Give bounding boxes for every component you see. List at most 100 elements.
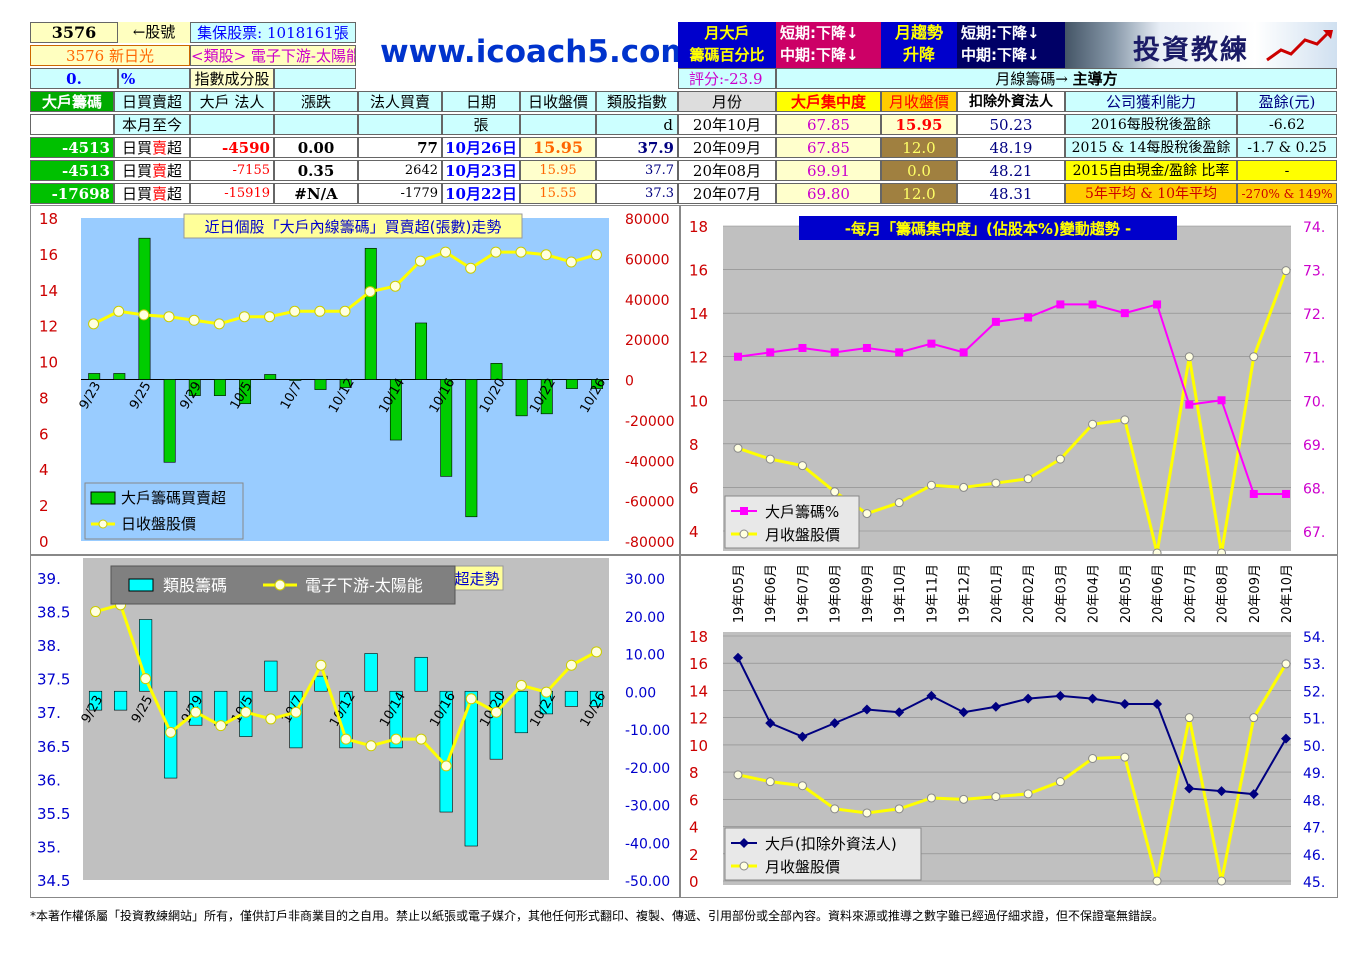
row-close: 15.95 <box>520 160 596 181</box>
y-right-tick: -30.00 <box>625 799 670 815</box>
bar <box>414 656 428 692</box>
row-label-part: 賣 <box>151 185 167 203</box>
logo: 投資教練 <box>1065 22 1337 68</box>
price-point <box>797 781 807 791</box>
chart-exforeign: 19年05月 19年06月 19年07月 19年08月 19年09月 19年10月 19年1… <box>689 564 1325 891</box>
legend-marker <box>98 519 108 529</box>
big-ex-point <box>1119 699 1130 710</box>
x-tick: 20年06月 <box>1151 564 1166 623</box>
price-trend-box: 短期:下降↓ 中期:下降↓ <box>957 22 1065 68</box>
monthly-chip-row: 月線籌碼→ 主導方 <box>776 68 1337 89</box>
index-point <box>390 733 402 745</box>
price-point <box>515 246 527 258</box>
y-left-tick: 37. <box>37 704 61 722</box>
index-point <box>290 706 302 718</box>
price-line <box>737 663 1288 882</box>
x-tick: 20年07月 <box>1183 564 1198 623</box>
y-left-tick: 37.5 <box>37 671 70 689</box>
price-point <box>590 249 602 261</box>
index-point <box>165 726 177 738</box>
y-right-tick: 52. <box>1303 684 1325 700</box>
x-tick: 20年09月 <box>1248 564 1263 623</box>
copyright-footer: *本著作權係屬「投資教練網站」所有，僅供訂戶非商業目的之自用。禁止以紙張或電子媒… <box>30 909 1165 923</box>
profit-val: -6.62 <box>1237 114 1337 135</box>
mrow-month: 20年10月 <box>678 114 776 135</box>
price-point <box>1217 548 1227 558</box>
mrow-price: 12.0 <box>881 183 957 204</box>
y-right-tick: -60000 <box>625 495 675 511</box>
price-point <box>213 318 225 330</box>
bar <box>138 237 151 380</box>
sub-d: d <box>596 114 678 135</box>
index-point <box>440 760 452 772</box>
y-left-tick: 35. <box>37 838 61 856</box>
big-trend-box: 短期:下降↓ 中期:下降↓ <box>776 22 881 68</box>
profit-key: 2016每股稅後盈餘 <box>1065 114 1237 135</box>
row-close: 15.95 <box>520 137 596 158</box>
row-index: 37.7 <box>596 160 678 181</box>
price-point <box>991 792 1001 802</box>
price-point <box>894 498 904 508</box>
mrow-conc: 69.80 <box>776 183 881 204</box>
price-point <box>1055 454 1065 464</box>
price-point <box>1184 713 1194 723</box>
mrow-month: 20年07月 <box>678 183 776 204</box>
chart-monthly-conc-panel: 18 16 14 12 10 8 6 4 74. 73. 72. 71. 70. 69. 68. 67. -每月… <box>680 205 1338 558</box>
x-tick: 19年12月 <box>958 564 973 623</box>
x-tick: 19年06月 <box>764 564 779 623</box>
big-ex-point <box>926 690 937 701</box>
concentration-point <box>1088 300 1097 309</box>
legend-swatch <box>90 491 116 505</box>
price-point <box>1184 352 1194 362</box>
col-chg: 漲跌 <box>274 91 358 112</box>
row-chg: 0.35 <box>274 160 358 181</box>
mcol-conc: 大戶集中度 <box>776 91 881 112</box>
holders-label: 集保股票: 1018161張 <box>190 22 356 43</box>
y-left-tick: 2 <box>39 497 49 515</box>
y-right-tick: -10.00 <box>625 723 670 739</box>
y-left-tick: 6 <box>39 425 49 443</box>
legend-marker <box>274 579 286 591</box>
row-close: 15.55 <box>520 183 596 204</box>
mrow-month: 20年09月 <box>678 137 776 158</box>
price-point <box>862 509 872 519</box>
y-right-tick: 50. <box>1303 739 1325 755</box>
legend-box <box>724 495 860 549</box>
legend-box <box>724 827 922 881</box>
y-right-tick: 68. <box>1303 481 1325 497</box>
price-point <box>440 246 452 258</box>
y-left-tick: 35.5 <box>37 805 70 823</box>
x-tick: 19年05月 <box>732 564 747 623</box>
row-label-part: 超 <box>167 162 183 180</box>
y-right-tick: 49. <box>1303 766 1325 782</box>
index-point <box>140 673 152 685</box>
row-label-part: 賣 <box>151 139 167 157</box>
bar <box>591 379 604 389</box>
sub-month-to-date: 本月至今 <box>114 114 190 135</box>
chart-exforeign-panel: 19年05月 19年06月 19年07月 19年08月 19年09月 19年10月 19年1… <box>680 555 1338 898</box>
y-right-tick: 53. <box>1303 657 1325 673</box>
big-ex-point <box>1087 693 1098 704</box>
y-left-tick: 14 <box>689 305 708 323</box>
legend-label: 大戶(扣除外資法人) <box>765 835 897 853</box>
concentration-point <box>1024 313 1033 322</box>
chart-monthly-concentration: 18 16 14 12 10 8 6 4 74. 73. 72. 71. 70. 69. 68. 67. -每月… <box>689 216 1325 558</box>
bar <box>564 690 578 707</box>
site-url[interactable]: www.icoach5.com <box>380 34 693 70</box>
y-left-tick: 14 <box>39 282 58 300</box>
price-point <box>1249 713 1259 723</box>
bar <box>415 322 428 380</box>
concentration-point <box>830 348 839 357</box>
y-right-tick: 73. <box>1303 264 1325 280</box>
big-ex-point <box>1281 733 1291 744</box>
bar <box>314 379 327 390</box>
mrow-price: 15.95 <box>881 114 957 135</box>
y-right-tick: 46. <box>1303 848 1325 864</box>
sub-unit: 張 <box>442 114 520 135</box>
row-index: 37.9 <box>596 137 678 158</box>
index-point <box>515 679 527 691</box>
sub-blank <box>520 114 596 135</box>
y-left-tick: 8 <box>689 764 699 782</box>
price-point <box>959 482 969 492</box>
row-big: -17698 <box>30 183 114 204</box>
